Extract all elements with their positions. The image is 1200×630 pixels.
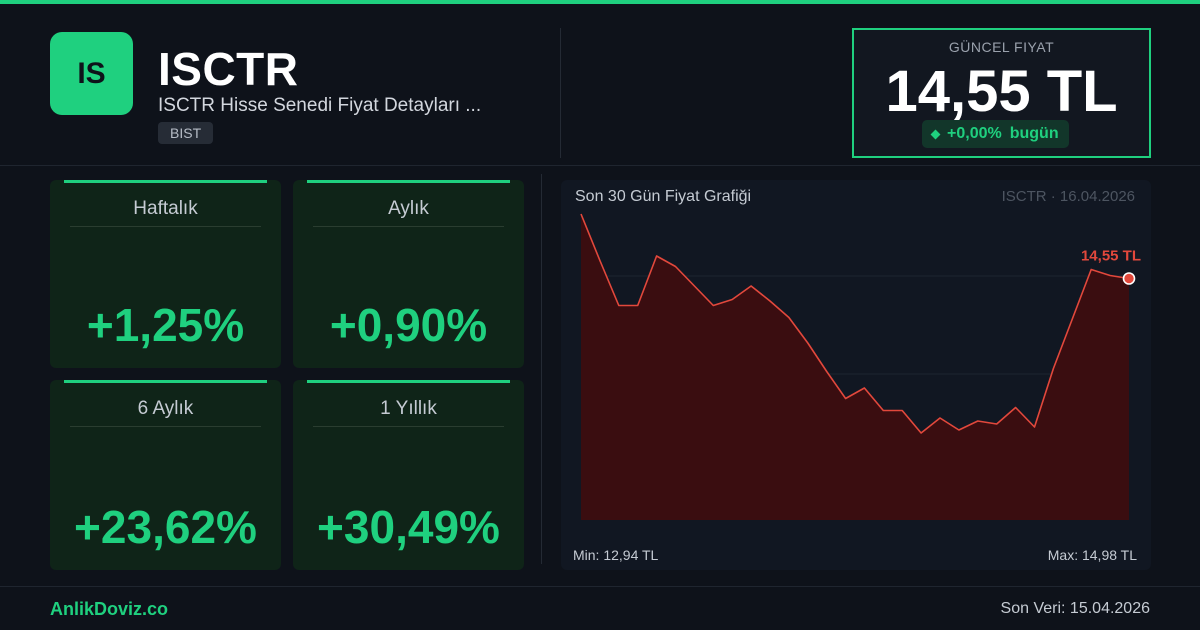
current-price-label: GÜNCEL FIYAT: [948, 39, 1055, 55]
stat-card-label: 6 Aylık: [137, 398, 194, 419]
current-price-box: GÜNCEL FIYAT 14,55 TL +0,00% bugün: [852, 28, 1151, 158]
chart-series-line: [580, 213, 1130, 434]
top-accent-bar: [0, 0, 1200, 4]
footer: AnlikDoviz.co Son Veri: 15.04.2026: [0, 586, 1200, 630]
stat-card-weekly: Haftalık +1,25%: [50, 180, 281, 368]
chart-min-label: Min: 12,94 TL: [573, 547, 659, 563]
daily-change-period: bugün: [1009, 125, 1059, 142]
daily-change-badge: +0,00% bugün: [922, 120, 1069, 148]
stat-card-divider: [313, 226, 504, 227]
chart-last-point: [1122, 272, 1136, 285]
stat-card-label: Haftalık: [133, 198, 198, 219]
current-price-value: 14,55 TL: [885, 59, 1118, 124]
exchange-badge-label: BIST: [170, 125, 202, 141]
stat-card-label: Aylık: [388, 198, 429, 219]
stat-card-accent: [64, 180, 267, 183]
stat-card-divider: [70, 226, 261, 227]
exchange-badge: BIST: [158, 122, 214, 144]
stock-logo-text: IS: [77, 56, 106, 90]
stat-card-value: +23,62%: [74, 501, 257, 553]
stat-card-accent: [64, 380, 267, 383]
chart-area: [581, 214, 1129, 520]
stat-card-value: +0,90%: [329, 299, 488, 351]
daily-change-value: +0,00%: [947, 125, 1002, 142]
stat-card-6-month: 6 Aylık +23,62%: [50, 380, 281, 570]
header: IS ISCTR ISCTR Hisse Senedi Fiyat Detayl…: [0, 4, 1200, 166]
stat-card-divider: [313, 426, 504, 427]
brand-link[interactable]: AnlikDoviz.co: [50, 599, 169, 619]
page-subtitle: ISCTR Hisse Senedi Fiyat Detayları ...: [158, 95, 482, 116]
chart-max-label: Max: 14,98 TL: [1047, 547, 1137, 563]
stat-card-monthly: Aylık +0,90%: [293, 180, 524, 368]
price-chart-panel: 14,55 TL Son 30 Gün Fiyat Grafiği ISCTR …: [561, 180, 1151, 570]
price-chart: 14,55 TL: [580, 213, 1141, 520]
stat-card-accent: [307, 180, 510, 183]
stock-logo: IS: [50, 32, 133, 115]
stat-card-value: +30,49%: [317, 501, 500, 553]
stat-card-value: +1,25%: [86, 299, 245, 351]
last-data-date: Son Veri: 15.04.2026: [1000, 600, 1150, 617]
chart-meta: ISCTR · 16.04.2026: [1001, 188, 1135, 205]
stat-card-divider: [70, 426, 261, 427]
chart-title: Son 30 Gün Fiyat Grafiği: [575, 188, 752, 205]
content-divider: [541, 174, 542, 564]
stat-card-1-year: 1 Yıllık +30,49%: [293, 380, 524, 570]
chart-last-value-label: 14,55 TL: [1081, 248, 1141, 265]
stat-card-accent: [307, 380, 510, 383]
stat-card-label: 1 Yıllık: [380, 398, 437, 419]
page-title: ISCTR: [158, 43, 299, 95]
header-divider: [560, 28, 561, 158]
diamond-icon: [930, 129, 941, 139]
